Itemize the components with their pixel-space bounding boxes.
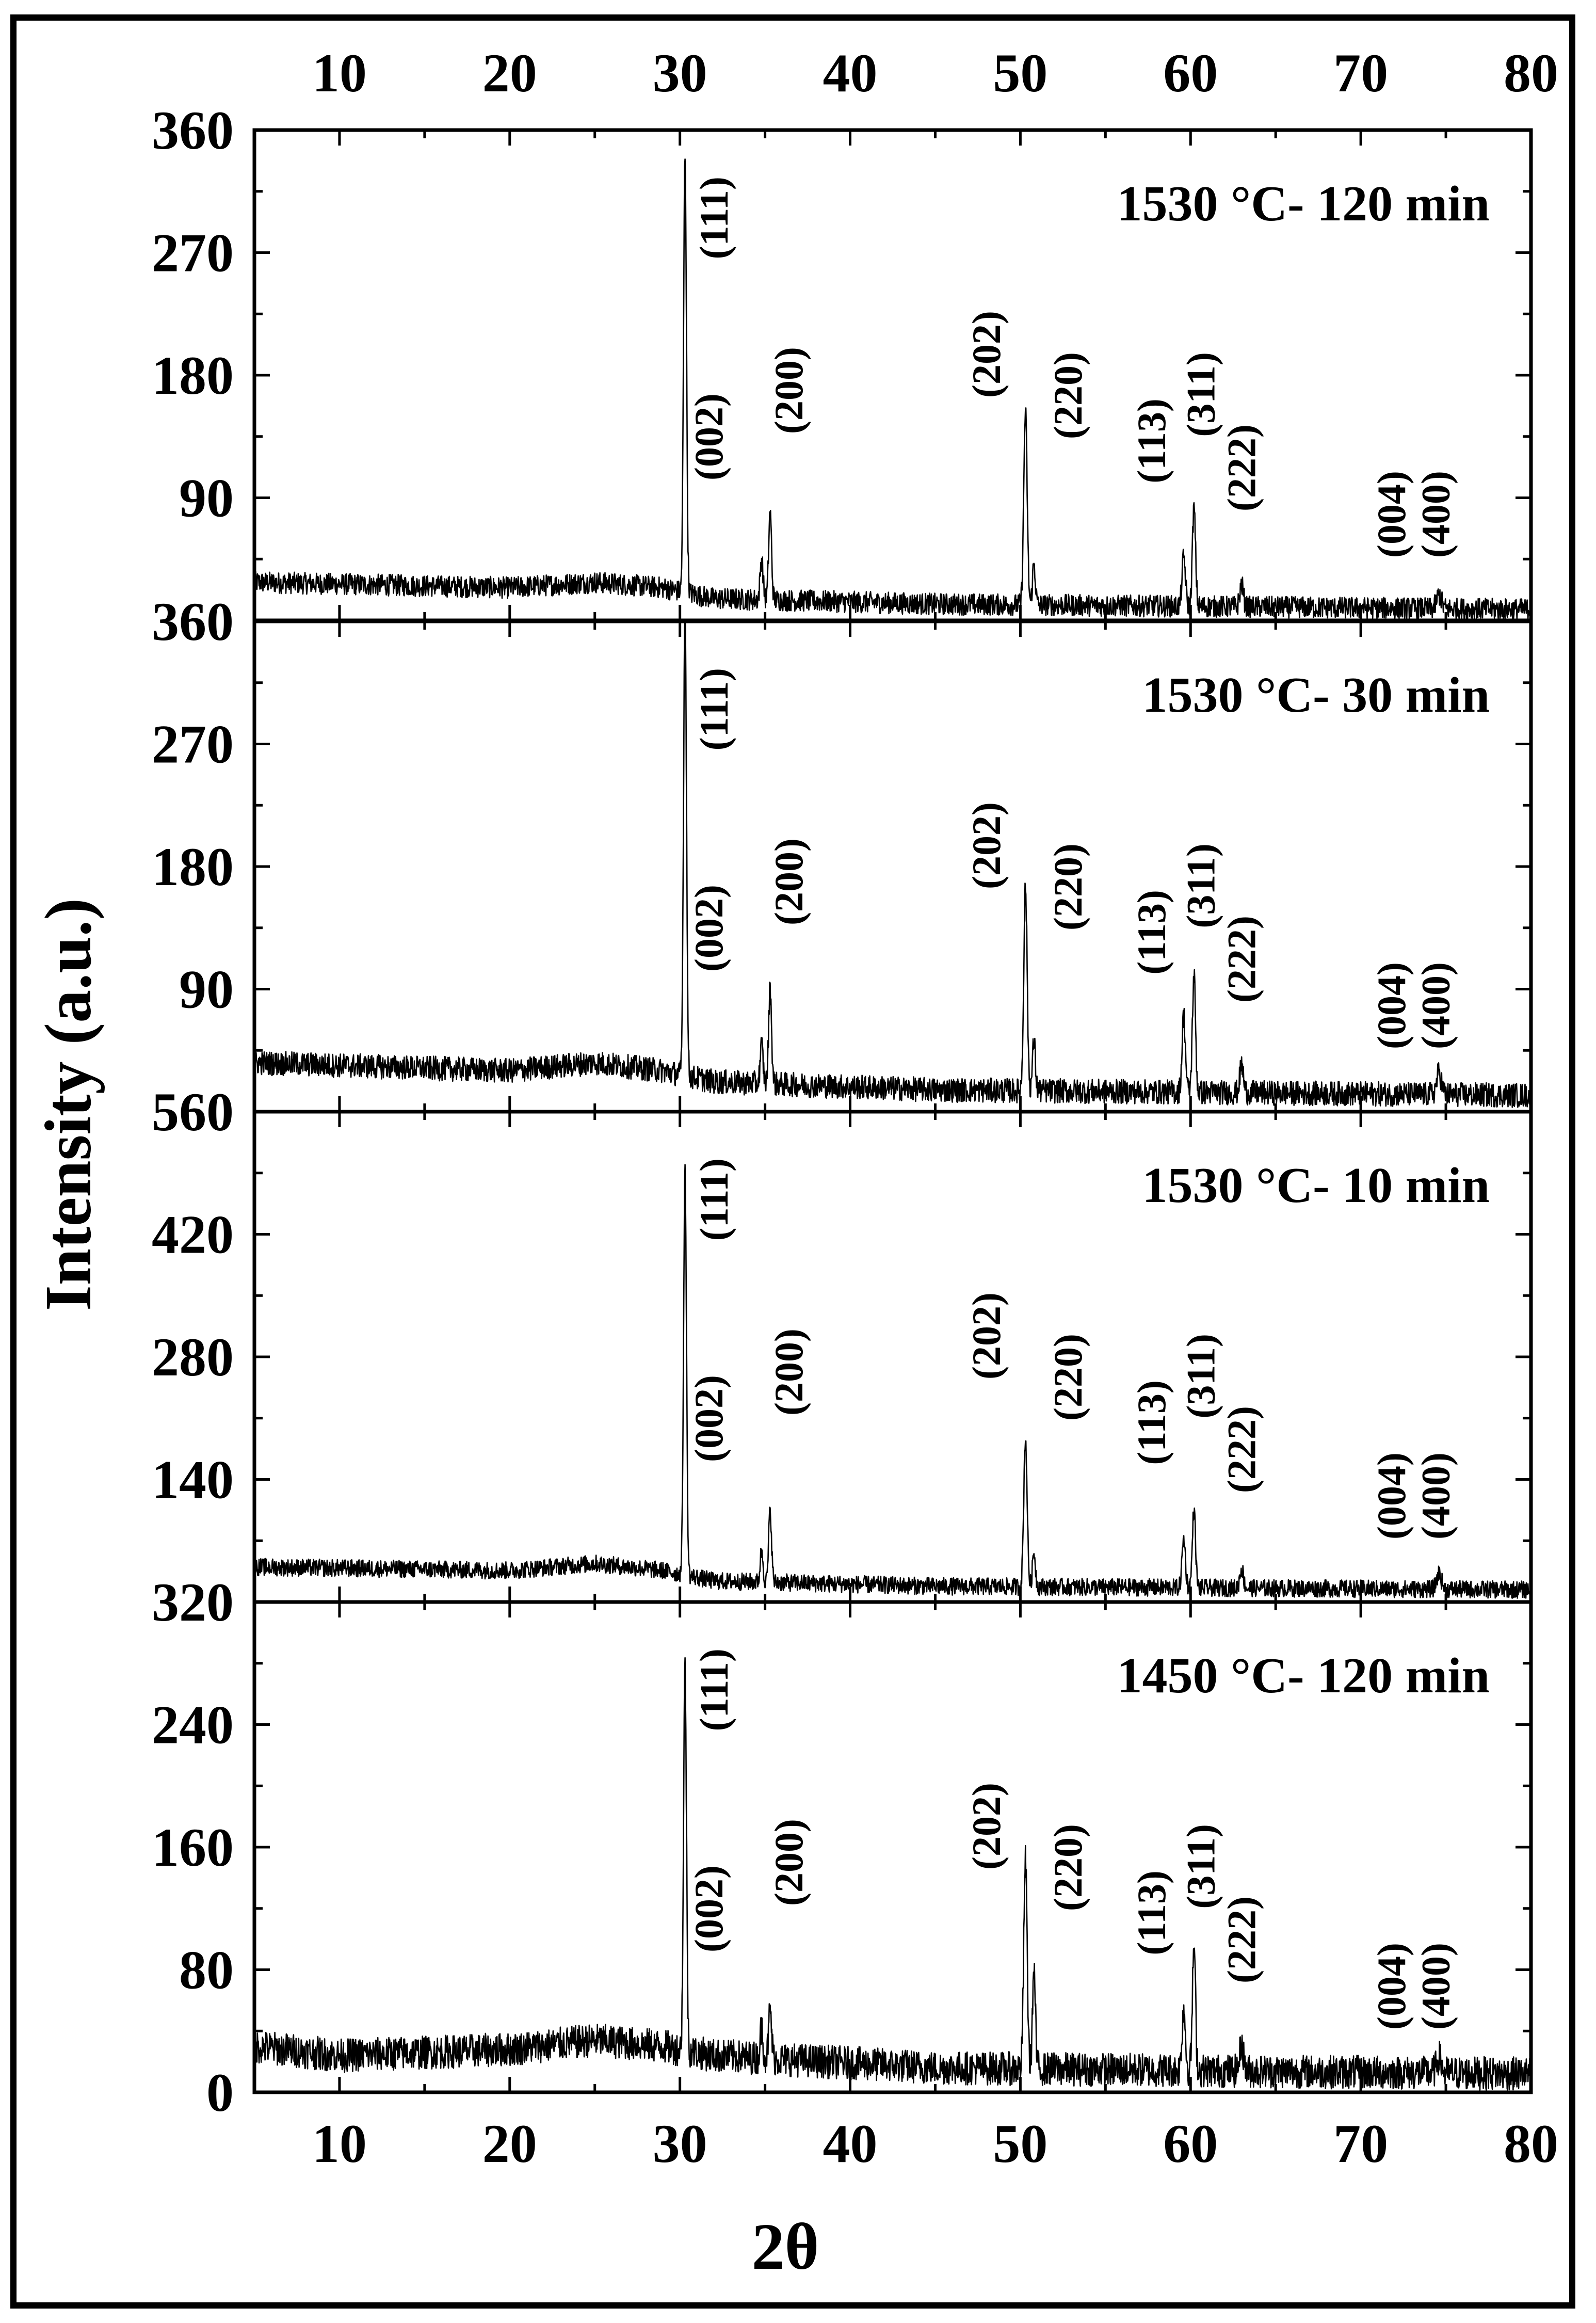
hkl-label: (220) bbox=[1045, 1334, 1090, 1421]
hkl-label: (002) bbox=[686, 885, 731, 972]
hkl-label: (311) bbox=[1178, 1334, 1223, 1419]
hkl-label: (202) bbox=[964, 311, 1009, 398]
x-tick-label-top: 60 bbox=[1163, 43, 1218, 103]
hkl-label: (200) bbox=[766, 838, 811, 925]
hkl-label: (004) bbox=[1369, 1943, 1414, 2030]
hkl-label: (111) bbox=[691, 1648, 736, 1731]
panel-4-y-tick-label: 80 bbox=[179, 1940, 234, 2000]
panel-3-y-tick-label: 140 bbox=[152, 1450, 234, 1510]
hkl-label: (113) bbox=[1129, 890, 1174, 975]
panel-1-trace bbox=[253, 158, 1532, 620]
hkl-label: (400) bbox=[1413, 962, 1458, 1049]
hkl-label: (400) bbox=[1413, 471, 1458, 558]
x-tick-label-bottom: 40 bbox=[823, 2113, 878, 2174]
panel-3-annotation: 1530 °C- 10 min bbox=[1142, 1158, 1490, 1213]
panel-4-annotation: 1450 °C- 120 min bbox=[1117, 1648, 1490, 1704]
hkl-label: (111) bbox=[691, 668, 736, 750]
panel-2-trace bbox=[253, 620, 1532, 1108]
panel-1-y-tick-label: 90 bbox=[179, 468, 234, 528]
panel-1-y-tick-label: 270 bbox=[152, 223, 234, 283]
x-tick-label-bottom: 50 bbox=[993, 2113, 1047, 2174]
hkl-label: (400) bbox=[1413, 1452, 1458, 1540]
x-tick-label-top: 30 bbox=[653, 43, 707, 103]
y-axis-title: Intensity (a.u.) bbox=[31, 898, 105, 1311]
hkl-label: (311) bbox=[1178, 352, 1223, 437]
panel-2-y-tick-label: 180 bbox=[152, 837, 234, 897]
x-tick-label-top: 40 bbox=[823, 43, 878, 103]
x-tick-label-top: 70 bbox=[1333, 43, 1388, 103]
hkl-label: (220) bbox=[1045, 843, 1090, 931]
panel-3-y-tick-label: 280 bbox=[152, 1327, 234, 1387]
hkl-label: (200) bbox=[766, 1328, 811, 1416]
x-tick-label-top: 50 bbox=[993, 43, 1047, 103]
hkl-label: (002) bbox=[686, 393, 731, 480]
hkl-label: (202) bbox=[964, 1783, 1009, 1870]
panel-4-y-tick-label: 160 bbox=[152, 1817, 234, 1878]
hkl-label: (004) bbox=[1369, 962, 1414, 1049]
x-tick-label-bottom: 30 bbox=[653, 2113, 707, 2174]
hkl-label: (002) bbox=[686, 1375, 731, 1462]
x-tick-label-top: 80 bbox=[1504, 43, 1558, 103]
hkl-label: (220) bbox=[1045, 1824, 1090, 1911]
figure-border bbox=[10, 14, 1575, 2309]
panel-3-trace bbox=[253, 1164, 1532, 1599]
hkl-label: (113) bbox=[1129, 398, 1174, 484]
panel-4-y-tick-label: 240 bbox=[152, 1695, 234, 1755]
panel-2-y-tick-label: 360 bbox=[152, 591, 234, 652]
panel-3-y-tick-label: 560 bbox=[152, 1082, 234, 1142]
hkl-label: (311) bbox=[1178, 843, 1223, 928]
panel-3-y-tick-label: 420 bbox=[152, 1205, 234, 1265]
panel-4-y-tick-label: 0 bbox=[206, 2062, 234, 2123]
hkl-label: (202) bbox=[964, 802, 1009, 889]
hkl-label: (004) bbox=[1369, 471, 1414, 558]
hkl-label: (111) bbox=[691, 1158, 736, 1241]
hkl-label: (222) bbox=[1219, 424, 1264, 511]
hkl-label: (311) bbox=[1178, 1824, 1223, 1909]
hkl-label: (222) bbox=[1219, 916, 1264, 1003]
panel-1-y-tick-label: 180 bbox=[152, 345, 234, 406]
x-tick-label-bottom: 80 bbox=[1504, 2113, 1558, 2174]
x-tick-label-bottom: 10 bbox=[312, 2113, 367, 2174]
panel-2-annotation: 1530 °C- 30 min bbox=[1142, 667, 1490, 723]
x-tick-label-top: 10 bbox=[312, 43, 367, 103]
x-tick-label-top: 20 bbox=[482, 43, 537, 103]
panel-1-y-tick-label: 360 bbox=[152, 100, 234, 161]
x-tick-label-bottom: 20 bbox=[482, 2113, 537, 2174]
hkl-label: (222) bbox=[1219, 1896, 1264, 1983]
hkl-label: (220) bbox=[1045, 352, 1090, 439]
hkl-label: (400) bbox=[1413, 1943, 1458, 2030]
x-tick-label-bottom: 70 bbox=[1333, 2113, 1388, 2174]
hkl-label: (002) bbox=[686, 1865, 731, 1952]
x-axis-title: 2θ bbox=[752, 2210, 819, 2283]
hkl-label: (113) bbox=[1129, 1380, 1174, 1465]
x-tick-label-bottom: 60 bbox=[1163, 2113, 1218, 2174]
hkl-label: (113) bbox=[1129, 1870, 1174, 1956]
panel-2-y-tick-label: 270 bbox=[152, 714, 234, 775]
panel-4-trace bbox=[253, 1657, 1532, 2091]
hkl-label: (004) bbox=[1369, 1452, 1414, 1540]
hkl-label: (200) bbox=[766, 1819, 811, 1906]
panel-1-annotation: 1530 °C- 120 min bbox=[1117, 176, 1490, 232]
hkl-label: (202) bbox=[964, 1292, 1009, 1380]
hkl-label: (111) bbox=[691, 177, 736, 259]
panel-4-y-tick-label: 320 bbox=[152, 1572, 234, 1632]
hkl-label: (222) bbox=[1219, 1406, 1264, 1493]
hkl-label: (200) bbox=[766, 347, 811, 434]
panel-2-y-tick-label: 90 bbox=[179, 959, 234, 1020]
